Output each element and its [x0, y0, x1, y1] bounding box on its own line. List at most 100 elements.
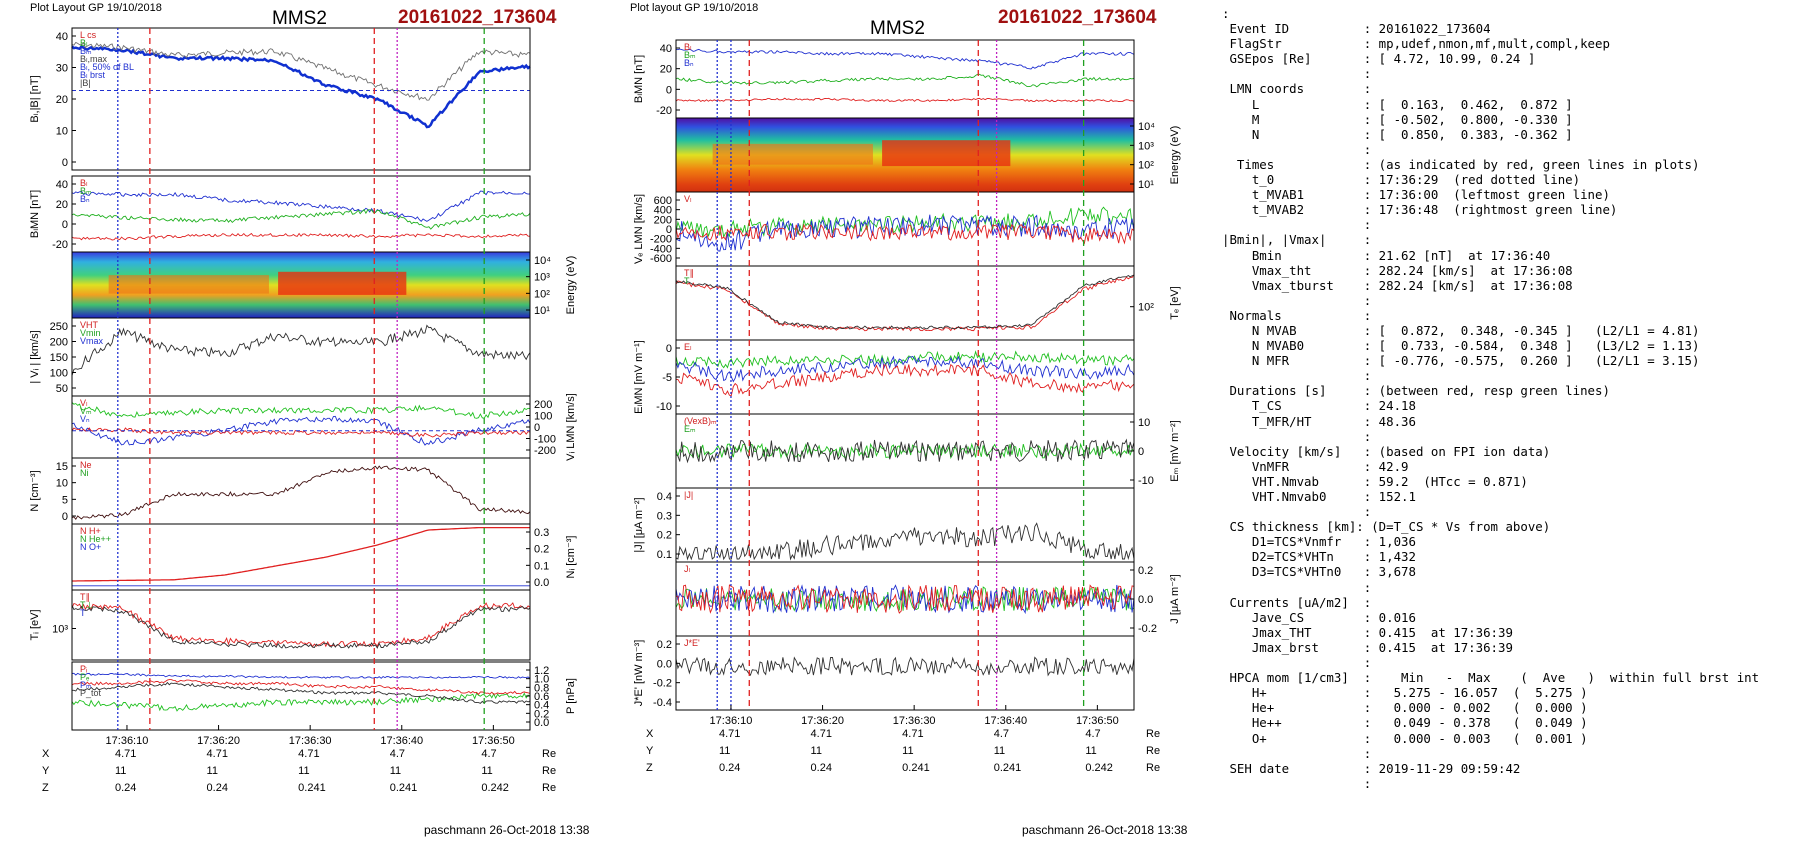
legend-entry: N O+ — [80, 542, 101, 552]
legend-entry: Jₗ — [684, 564, 691, 574]
y-tick-label: 1.0 — [534, 674, 549, 686]
pos-row-value: 0.24 — [114, 782, 137, 794]
pos-row-value: 0.242 — [481, 782, 509, 794]
right-panel-7: 0.2 0.0 -0.2 J [μA m⁻²] Jₗ — [675, 561, 1181, 637]
series-line — [71, 605, 531, 649]
y-tick-label: 10² — [1138, 302, 1154, 314]
y-tick-label: 0.2 — [657, 639, 672, 651]
series-line — [675, 656, 1135, 677]
y-tick-label: 10 — [1138, 417, 1150, 429]
pos-row-value: 4.7 — [1085, 728, 1101, 740]
y-tick-label: 10⁴ — [534, 255, 551, 267]
right-panel-3: 10² Tₑ [eV] T∥T — [675, 265, 1181, 341]
y-tick-label: 0 — [534, 422, 540, 434]
y-tick-label: 40 — [56, 179, 68, 191]
y-tick-label: 0.8 — [534, 682, 549, 694]
pos-row-value: 11 — [810, 745, 822, 757]
pos-row-unit: Re — [1146, 762, 1161, 774]
y-axis-label: BₗMN [nT] — [29, 190, 41, 238]
legend-entry: T⊥ — [80, 600, 93, 610]
y-tick-label: 0.0 — [657, 658, 672, 670]
right-panel-4: 0 -5 -10 EₗMN [mV m⁻¹] Eₗ — [633, 339, 1135, 415]
y-tick-label: 0.3 — [534, 527, 549, 539]
legend-entry: P_tot — [80, 688, 102, 698]
right-panel-8: 0.2 0.0 -0.2 -0.4 J*E' [nW m⁻³] J*E' — [633, 635, 1135, 711]
y-tick-label: 0 — [666, 84, 672, 96]
right-spacecraft-label: MMS2 — [870, 18, 925, 39]
y-tick-label: -5 — [662, 372, 672, 384]
y-axis-label: |J| [μA m⁻²] — [633, 497, 645, 552]
y-tick-label: 0 — [62, 157, 68, 169]
y-tick-label: 10³ — [52, 624, 68, 636]
pos-row-value: 4.7 — [993, 728, 1010, 740]
legend-entry: Bₗ — [80, 178, 88, 188]
y-tick-label: 5 — [62, 494, 68, 506]
y-tick-label: -0.2 — [653, 678, 672, 690]
left-plot-header: Plot Layout GP 19/10/2018 — [30, 2, 162, 14]
y-tick-label: -100 — [534, 434, 556, 446]
y-tick-label: 40 — [56, 31, 68, 43]
legend-entry: L cs — [80, 30, 97, 40]
pos-row-value: 4.71 — [718, 728, 741, 740]
y-tick-label: 100 — [50, 368, 68, 380]
spectrogram-hot-band — [882, 140, 1011, 167]
legend-entry: T∥ — [80, 592, 90, 602]
series-line — [675, 586, 1135, 613]
y-tick-label: -0.2 — [1138, 623, 1157, 635]
series-line — [675, 442, 1135, 460]
series-line — [71, 208, 531, 230]
pos-row-value: 11 — [481, 765, 493, 777]
y-tick-label: 10¹ — [1138, 179, 1154, 191]
pos-row-value: 11 — [718, 745, 731, 757]
pos-row-value: 4.71 — [298, 748, 320, 760]
legend-entry: Eₗ — [684, 342, 692, 352]
y-tick-label: 10³ — [1138, 140, 1154, 152]
x-tick-label: 17:36:10 — [106, 735, 149, 747]
y-axis-label: Tₑ [eV] — [1169, 286, 1181, 319]
y-axis-label: P [nPa] — [565, 678, 577, 714]
pos-row-value: 4.71 — [810, 728, 832, 740]
y-axis-label: Bₗ,|B| [nT] — [29, 75, 41, 122]
right-plot-header: Plot layout GP 19/10/2018 — [630, 2, 759, 14]
x-tick-label: 17:36:30 — [893, 715, 936, 727]
legend-entry: Bₘ — [684, 50, 696, 60]
series-line — [675, 73, 1135, 88]
y-tick-label: -20 — [656, 105, 672, 117]
y-tick-label: 0 — [666, 224, 672, 236]
y-tick-label: 0.2 — [1138, 565, 1153, 577]
series-line — [71, 41, 531, 101]
series-line — [675, 48, 1135, 70]
series-line — [675, 584, 1135, 614]
y-tick-label: 15 — [56, 461, 68, 473]
y-tick-label: 10³ — [534, 272, 550, 284]
legend-entry: Vₗ — [684, 194, 692, 204]
y-tick-label: -400 — [650, 243, 672, 255]
pos-row-label: X — [42, 748, 50, 760]
pos-row-value: 4.71 — [114, 748, 137, 760]
panel-frame — [71, 317, 531, 397]
y-tick-label: 0.0 — [534, 717, 549, 729]
pos-row-label: Y — [646, 745, 654, 757]
x-tick-label: 17:36:40 — [984, 715, 1027, 727]
legend-entry: Bₗ — [684, 42, 692, 52]
y-tick-label: 0.4 — [657, 491, 672, 503]
y-tick-label: 30 — [56, 63, 68, 75]
pos-row-value: 11 — [902, 745, 914, 757]
legend-entry: Vmax — [80, 336, 104, 346]
series-line — [71, 672, 531, 679]
y-tick-label: 50 — [56, 383, 68, 395]
legend-entry: Bₘ — [80, 46, 92, 56]
y-tick-label: 0 — [666, 343, 672, 355]
y-tick-label: -20 — [52, 239, 68, 251]
y-tick-label: 1.2 — [534, 665, 549, 677]
panel-frame — [71, 395, 531, 459]
legend-entry: N H+ — [80, 526, 101, 536]
legend-entry: Bₗ, 50% of BL — [80, 62, 134, 72]
y-tick-label: 150 — [50, 352, 68, 364]
